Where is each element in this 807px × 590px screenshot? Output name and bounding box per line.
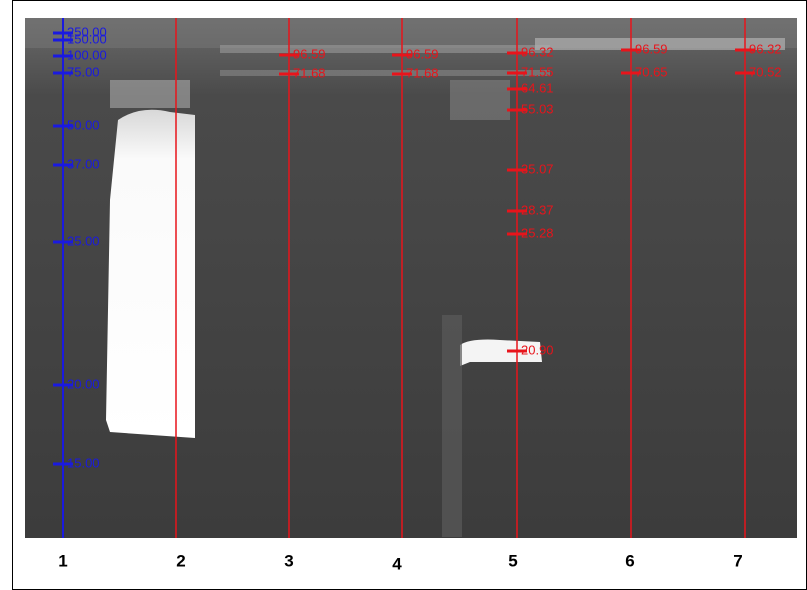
band-label: 96.59 xyxy=(406,46,439,61)
ladder-label: 20.00 xyxy=(67,376,100,391)
band-label: 28.37 xyxy=(521,202,554,217)
band-label: 64.61 xyxy=(521,80,554,95)
band-label: 96.59 xyxy=(293,46,326,61)
smear-top xyxy=(110,80,190,108)
gel-figure: 1250.00150.00100.0075.0050.0037.0025.002… xyxy=(0,0,807,590)
band-label: 20.90 xyxy=(521,342,554,357)
band-label: 25.28 xyxy=(521,225,554,240)
band-label: 96.32 xyxy=(749,41,782,56)
lane-label: 6 xyxy=(625,551,634,570)
lane-label: 7 xyxy=(733,551,742,570)
ladder-label: 100.00 xyxy=(67,47,107,62)
band-shadow xyxy=(220,70,550,76)
ladder-label: 75.00 xyxy=(67,64,100,79)
ladder-label: 25.00 xyxy=(67,233,100,248)
ladder-label: 15.00 xyxy=(67,455,100,470)
band-label: 96.59 xyxy=(635,41,668,56)
lane-label: 3 xyxy=(284,551,293,570)
lane-label: 1 xyxy=(58,551,67,570)
ladder-label: 150.00 xyxy=(67,31,107,46)
band-shadow xyxy=(220,45,550,53)
band-label: 35.07 xyxy=(521,161,554,176)
lane-label: 5 xyxy=(508,551,517,570)
band-label: 55.03 xyxy=(521,101,554,116)
band-label: 71.68 xyxy=(406,65,439,80)
band-label: 70.52 xyxy=(749,64,782,79)
band-label: 70.65 xyxy=(635,64,668,79)
ladder-label: 50.00 xyxy=(67,117,100,132)
ladder-label: 37.00 xyxy=(67,156,100,171)
page: {"lanes": [ {"label": "1", "bands": ["25… xyxy=(0,0,807,590)
band-shadow xyxy=(450,80,510,120)
band-label: 71.55 xyxy=(521,64,554,79)
smear xyxy=(106,110,195,438)
lane-label: 4 xyxy=(392,554,402,573)
lane-label: 2 xyxy=(176,551,185,570)
streak xyxy=(442,315,462,537)
band-label: 71.68 xyxy=(293,65,326,80)
band-label: 96.32 xyxy=(521,44,554,59)
